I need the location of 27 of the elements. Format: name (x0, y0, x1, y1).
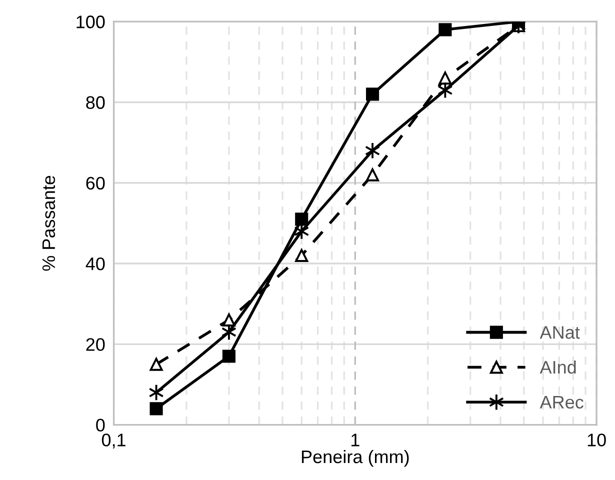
y-tick-label: 0 (96, 418, 105, 432)
point (222, 313, 236, 326)
point (366, 88, 380, 101)
x-tick-label: 0,1 (102, 434, 126, 449)
point (438, 72, 452, 85)
x-tick-label: 1 (352, 434, 360, 446)
y-tick-label: 100 (76, 16, 105, 28)
y-tick-label: 60 (86, 176, 105, 190)
point (222, 350, 236, 363)
point (150, 402, 163, 416)
y-tick-label: 80 (86, 96, 105, 109)
point (295, 212, 308, 226)
legend-label: ARec (540, 396, 584, 409)
y-tick-label: 40 (86, 257, 105, 270)
legend-label: AInd (540, 360, 576, 374)
point (221, 323, 237, 341)
point (366, 168, 380, 182)
point (150, 358, 163, 371)
legend-label: ANat (540, 326, 580, 339)
point (438, 82, 453, 99)
y-tick-label: 20 (86, 338, 105, 351)
point (295, 248, 308, 262)
point (438, 23, 452, 36)
point (364, 142, 380, 160)
x-axis-title: Peneira (mm) (302, 450, 409, 467)
y-axis-title: % Passante (42, 176, 56, 271)
x-tick-label: 10 (588, 434, 606, 446)
